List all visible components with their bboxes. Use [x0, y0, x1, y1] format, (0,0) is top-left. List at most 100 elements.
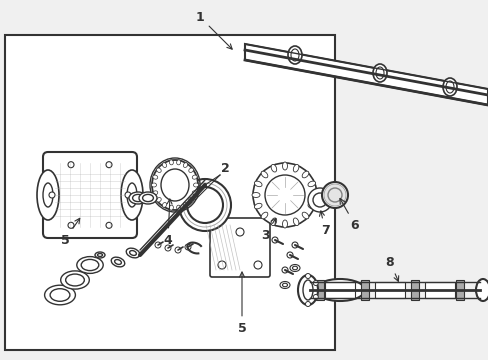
Text: 1: 1	[195, 10, 232, 49]
Ellipse shape	[77, 257, 103, 273]
Ellipse shape	[282, 283, 287, 287]
Ellipse shape	[327, 188, 341, 202]
Ellipse shape	[445, 81, 453, 93]
Bar	[374, 282, 404, 298]
Ellipse shape	[302, 212, 308, 219]
Bar	[325, 282, 354, 298]
Ellipse shape	[282, 162, 287, 170]
Ellipse shape	[153, 175, 158, 179]
Bar	[455, 280, 463, 300]
Ellipse shape	[307, 181, 315, 187]
Bar	[410, 280, 418, 300]
Ellipse shape	[176, 205, 180, 210]
Ellipse shape	[50, 289, 70, 301]
Circle shape	[305, 302, 310, 306]
Text: 5: 5	[237, 272, 246, 334]
Bar	[315, 280, 324, 300]
Text: 6: 6	[339, 198, 359, 231]
Ellipse shape	[121, 170, 142, 220]
Ellipse shape	[254, 203, 262, 209]
Ellipse shape	[162, 163, 166, 167]
Ellipse shape	[176, 160, 180, 165]
Circle shape	[175, 247, 181, 253]
Ellipse shape	[307, 188, 331, 212]
Ellipse shape	[127, 183, 137, 207]
Bar	[5, 35, 334, 350]
Circle shape	[125, 192, 131, 198]
Text: 8: 8	[385, 256, 398, 281]
Ellipse shape	[129, 192, 147, 204]
Ellipse shape	[153, 191, 158, 195]
Text: 7: 7	[319, 211, 329, 237]
Ellipse shape	[132, 194, 143, 202]
Ellipse shape	[183, 163, 187, 167]
Ellipse shape	[192, 191, 197, 195]
Ellipse shape	[325, 284, 354, 297]
Ellipse shape	[297, 275, 317, 305]
Circle shape	[68, 162, 74, 168]
Ellipse shape	[169, 160, 173, 165]
Ellipse shape	[156, 168, 161, 172]
Circle shape	[313, 280, 318, 285]
Circle shape	[305, 274, 310, 279]
Circle shape	[218, 261, 225, 269]
Text: 2: 2	[220, 162, 229, 175]
Ellipse shape	[188, 198, 193, 202]
Ellipse shape	[293, 218, 298, 226]
Circle shape	[313, 294, 318, 300]
Ellipse shape	[290, 49, 298, 61]
Ellipse shape	[261, 212, 267, 219]
Ellipse shape	[152, 160, 198, 210]
Ellipse shape	[280, 282, 289, 288]
FancyBboxPatch shape	[43, 152, 137, 238]
Circle shape	[291, 242, 297, 248]
Ellipse shape	[65, 274, 84, 286]
Ellipse shape	[192, 175, 197, 179]
Text: 3: 3	[260, 219, 275, 242]
Ellipse shape	[156, 198, 161, 202]
Ellipse shape	[289, 265, 299, 271]
Ellipse shape	[287, 46, 302, 64]
Ellipse shape	[95, 252, 105, 258]
Ellipse shape	[193, 183, 198, 187]
Circle shape	[282, 267, 287, 273]
Ellipse shape	[251, 193, 260, 198]
Ellipse shape	[282, 220, 287, 228]
Ellipse shape	[81, 260, 99, 271]
Ellipse shape	[307, 203, 315, 209]
Ellipse shape	[442, 78, 456, 96]
FancyBboxPatch shape	[209, 218, 269, 277]
Circle shape	[49, 192, 55, 198]
Ellipse shape	[375, 67, 383, 79]
Ellipse shape	[475, 279, 488, 301]
Ellipse shape	[44, 285, 75, 305]
Ellipse shape	[139, 192, 157, 204]
Ellipse shape	[314, 279, 364, 301]
Circle shape	[253, 261, 262, 269]
Circle shape	[271, 237, 278, 243]
Ellipse shape	[161, 169, 189, 201]
Polygon shape	[244, 44, 487, 105]
Ellipse shape	[162, 203, 166, 207]
Ellipse shape	[309, 193, 317, 198]
Ellipse shape	[126, 248, 140, 258]
Ellipse shape	[111, 257, 124, 267]
Ellipse shape	[97, 253, 102, 257]
Text: 4: 4	[163, 199, 172, 247]
Ellipse shape	[254, 181, 262, 187]
Ellipse shape	[169, 205, 173, 210]
Ellipse shape	[293, 165, 298, 172]
Ellipse shape	[183, 203, 187, 207]
Ellipse shape	[321, 182, 347, 208]
Circle shape	[106, 222, 112, 228]
Ellipse shape	[292, 266, 297, 270]
Ellipse shape	[179, 179, 230, 231]
Circle shape	[236, 228, 244, 236]
Ellipse shape	[43, 183, 53, 207]
Ellipse shape	[270, 165, 276, 172]
Ellipse shape	[61, 271, 89, 289]
Circle shape	[264, 175, 305, 215]
Ellipse shape	[114, 260, 121, 265]
Ellipse shape	[186, 187, 223, 223]
Ellipse shape	[372, 64, 386, 82]
